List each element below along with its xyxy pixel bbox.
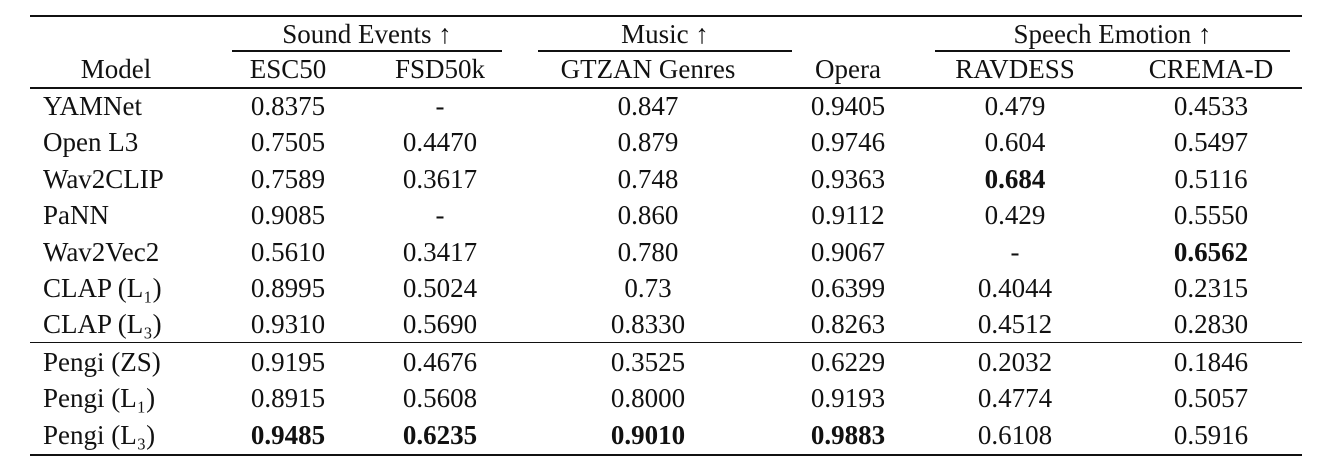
table-cell: 0.604 bbox=[984, 127, 1046, 158]
row-label: PaNN bbox=[43, 200, 109, 231]
table-cell: 0.3525 bbox=[610, 346, 686, 377]
table-cell: 0.3617 bbox=[402, 163, 478, 194]
table-cell: 0.3417 bbox=[402, 236, 478, 267]
column-header: Opera bbox=[815, 54, 881, 84]
table-cell: 0.8263 bbox=[810, 309, 886, 340]
table-cell: 0.9193 bbox=[810, 383, 886, 414]
table-cell: 0.5024 bbox=[402, 273, 478, 303]
column-header: RAVDESS bbox=[955, 54, 1075, 84]
table-cell: 0.6562 bbox=[1173, 236, 1249, 267]
rule bbox=[30, 454, 1302, 456]
row-label: Pengi (L₁) bbox=[43, 383, 156, 414]
table-cell: 0.4533 bbox=[1173, 91, 1249, 121]
table-cell: 0.6229 bbox=[810, 346, 886, 377]
table-cell: 0.6399 bbox=[810, 273, 886, 303]
row-label: YAMNet bbox=[43, 91, 142, 121]
table-cell: - bbox=[435, 91, 445, 121]
table-cell: 0.5497 bbox=[1173, 127, 1249, 158]
table-cell: 0.7589 bbox=[250, 163, 326, 194]
table-cell: 0.8000 bbox=[610, 383, 686, 414]
table-cell: 0.684 bbox=[984, 163, 1046, 194]
table-cell: 0.8995 bbox=[250, 273, 326, 303]
table-cell: 0.8915 bbox=[250, 383, 326, 414]
table-cell: - bbox=[435, 200, 445, 231]
table-cell: 0.5550 bbox=[1173, 200, 1249, 231]
row-label: Pengi (L₃) bbox=[43, 419, 156, 450]
row-label: CLAP (L₁) bbox=[43, 273, 162, 303]
row-label: Pengi (ZS) bbox=[43, 346, 161, 377]
column-header: GTZAN Genres bbox=[560, 54, 736, 84]
table-cell: 0.5608 bbox=[402, 383, 478, 414]
table-cell: 0.4774 bbox=[977, 383, 1053, 414]
table-cell: - bbox=[1010, 236, 1020, 267]
rule bbox=[935, 50, 1290, 52]
table-cell: 0.6108 bbox=[977, 419, 1053, 450]
table-cell: 0.9310 bbox=[250, 309, 326, 340]
table-cell: 0.73 bbox=[624, 273, 672, 303]
rule bbox=[30, 341, 1302, 344]
table-cell: 0.847 bbox=[617, 91, 679, 121]
table-cell: 0.860 bbox=[617, 200, 679, 231]
table-cell: 0.780 bbox=[617, 236, 679, 267]
table-cell: 0.9112 bbox=[811, 200, 885, 231]
table-cell: 0.5116 bbox=[1174, 163, 1248, 194]
table-cell: 0.5916 bbox=[1173, 419, 1249, 450]
rule bbox=[232, 50, 502, 52]
rule bbox=[30, 15, 1302, 17]
table-cell: 0.879 bbox=[617, 127, 679, 158]
table-cell: 0.8375 bbox=[250, 91, 326, 121]
row-label: Wav2Vec2 bbox=[43, 236, 160, 267]
table-cell: 0.9485 bbox=[250, 419, 326, 450]
row-label: Open L3 bbox=[43, 127, 139, 158]
row-label: Wav2CLIP bbox=[43, 163, 164, 194]
column-header: Model bbox=[80, 54, 152, 84]
table-cell: 0.4044 bbox=[977, 273, 1053, 303]
rule bbox=[538, 50, 792, 52]
table-cell: 0.2830 bbox=[1173, 309, 1249, 340]
table-cell: 0.9010 bbox=[610, 419, 686, 450]
table-cell: 0.9195 bbox=[250, 346, 326, 377]
table-cell: 0.8330 bbox=[610, 309, 686, 340]
table-cell: 0.2315 bbox=[1173, 273, 1249, 303]
group-header: Speech Emotion ↑ bbox=[1013, 19, 1212, 49]
table-cell: 0.9405 bbox=[810, 91, 886, 121]
column-header: FSD50k bbox=[394, 54, 486, 84]
table-cell: 0.2032 bbox=[977, 346, 1053, 377]
group-header: Music ↑ bbox=[621, 19, 709, 49]
table-cell: 0.9883 bbox=[810, 419, 886, 450]
table-cell: 0.4512 bbox=[977, 309, 1053, 340]
rule bbox=[30, 87, 1302, 89]
table-cell: 0.5690 bbox=[402, 309, 478, 340]
table-cell: 0.4470 bbox=[402, 127, 478, 158]
table-cell: 0.6235 bbox=[402, 419, 478, 450]
table-cell: 0.9746 bbox=[810, 127, 886, 158]
table-cell: 0.9067 bbox=[810, 236, 886, 267]
table-cell: 0.479 bbox=[984, 91, 1046, 121]
table-cell: 0.429 bbox=[984, 200, 1046, 231]
column-header: CREMA-D bbox=[1148, 54, 1274, 84]
table-cell: 0.7505 bbox=[250, 127, 326, 158]
table-cell: 0.4676 bbox=[402, 346, 478, 377]
table-cell: 0.748 bbox=[617, 163, 679, 194]
table-cell: 0.1846 bbox=[1173, 346, 1249, 377]
row-label: CLAP (L₃) bbox=[43, 309, 162, 340]
table-cell: 0.5057 bbox=[1173, 383, 1249, 414]
table-cell: 0.9085 bbox=[250, 200, 326, 231]
table-cell: 0.5610 bbox=[250, 236, 326, 267]
group-header: Sound Events ↑ bbox=[282, 19, 452, 49]
column-header: ESC50 bbox=[249, 54, 327, 84]
table-cell: 0.9363 bbox=[810, 163, 886, 194]
